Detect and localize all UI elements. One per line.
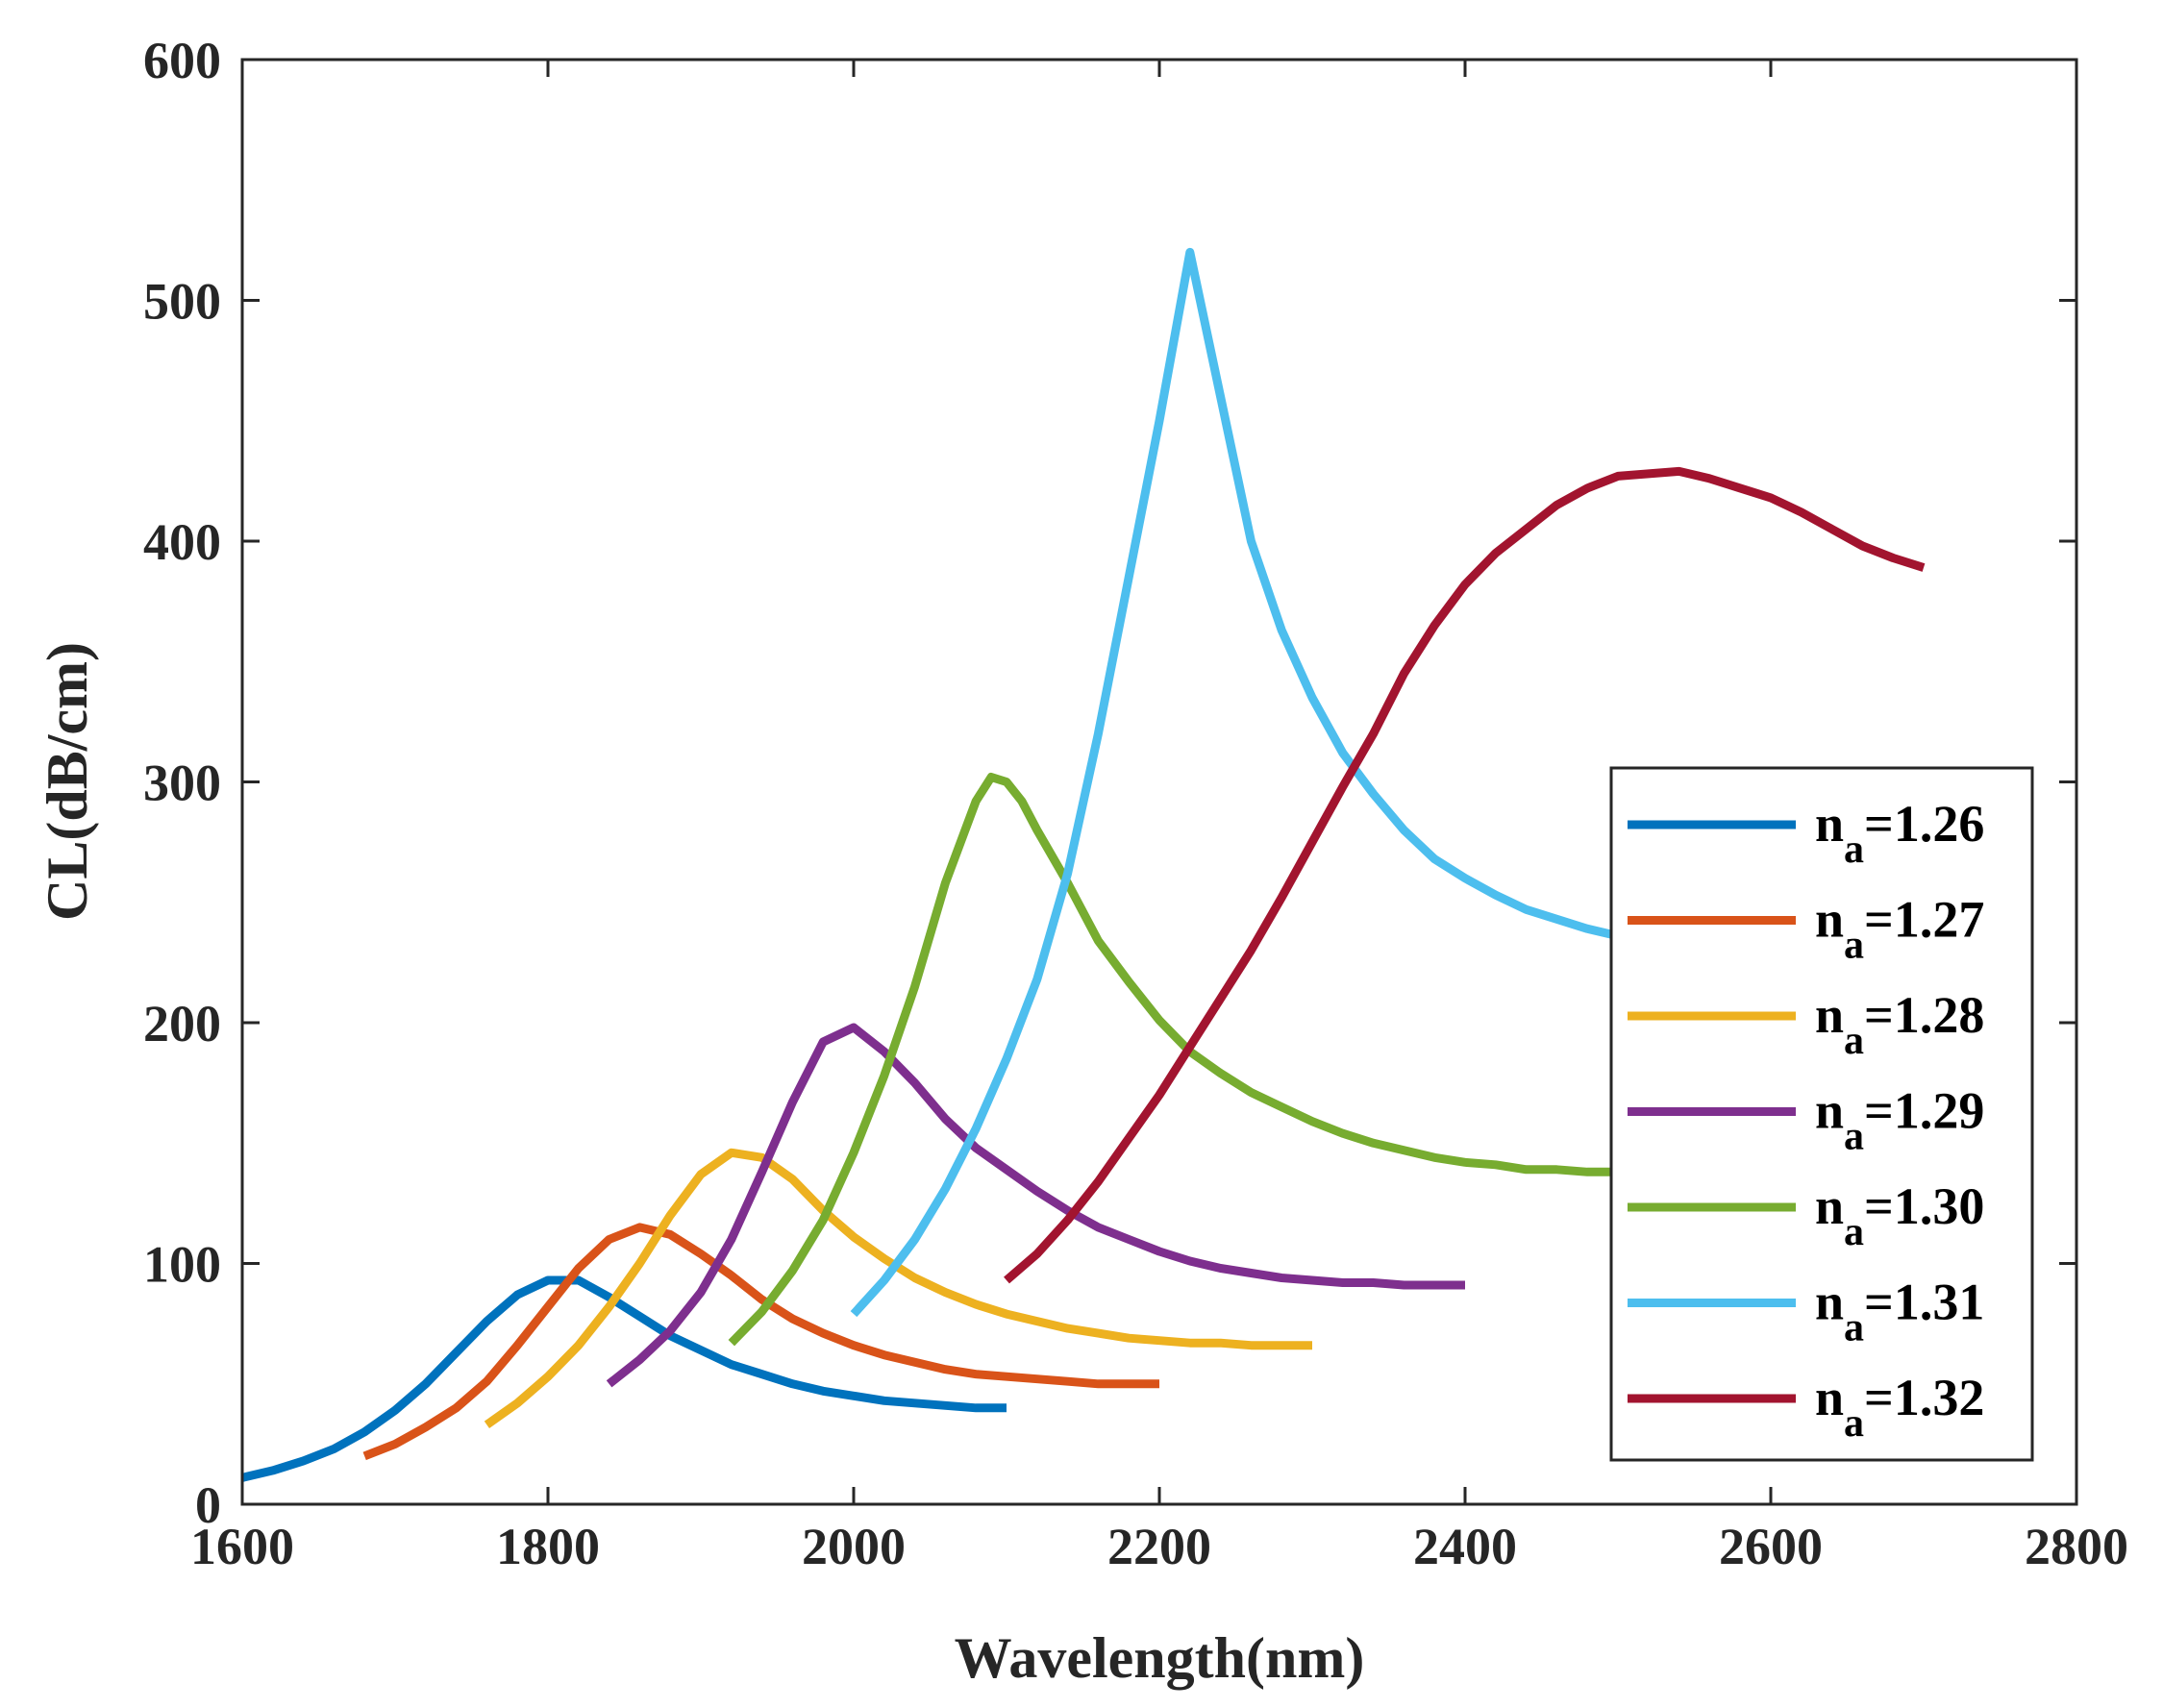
legend-item-3: na=1.28 — [1628, 986, 1984, 1063]
y-tick-label: 500 — [143, 273, 221, 331]
legend: na=1.26 na=1.27 na=1.28 na=1.29 na=1.30 na=1.… — [1609, 766, 2034, 1462]
y-tick-label: 400 — [143, 513, 221, 571]
legend-label: na=1.28 — [1815, 986, 1984, 1063]
series-line-7 — [1004, 466, 1926, 1284]
y-tick-label: 0 — [195, 1476, 221, 1534]
y-tick-label: 300 — [143, 755, 221, 812]
y-axis-title: CL(dB/cm) — [36, 642, 99, 921]
legend-label: na=1.31 — [1815, 1274, 1984, 1350]
y-tick-label: 100 — [143, 1236, 221, 1294]
y-tick-label: 200 — [143, 995, 221, 1052]
legend-label: na=1.27 — [1815, 891, 1984, 968]
legend-item-4: na=1.29 — [1628, 1082, 1984, 1159]
x-tick-label: 2200 — [1107, 1518, 1211, 1575]
series-line-4 — [606, 1023, 1465, 1388]
legend-label: na=1.29 — [1815, 1082, 1984, 1159]
x-tick-label: 2800 — [2025, 1518, 2128, 1575]
series-line-2 — [362, 1223, 1159, 1461]
x-tick-label: 1800 — [496, 1518, 600, 1575]
legend-item-7: na=1.32 — [1628, 1369, 1984, 1446]
series-line-5 — [728, 773, 1618, 1347]
legend-item-6: na=1.31 — [1628, 1274, 1984, 1350]
series-line-3 — [484, 1148, 1312, 1428]
x-tick-label: 2400 — [1413, 1518, 1517, 1575]
series-line-1 — [240, 1275, 1007, 1482]
legend-item-2: na=1.27 — [1628, 891, 1984, 968]
x-tick-label: 1600 — [190, 1518, 294, 1575]
x-tick-label: 2000 — [802, 1518, 906, 1575]
x-tick-label: 2600 — [1719, 1518, 1823, 1575]
series-layer — [240, 247, 1926, 1482]
y-tick-label: 600 — [143, 32, 221, 89]
legend-label: na=1.26 — [1815, 795, 1984, 872]
ticks: 1600 1800 2000 2200 2400 2600 2800 0 100 200 300 40… — [143, 32, 2128, 1575]
legend-label: na=1.30 — [1815, 1177, 1984, 1254]
legend-item-1: na=1.26 — [1628, 795, 1984, 872]
x-axis-title: Wavelength(nm) — [955, 1626, 1365, 1690]
legend-item-5: na=1.30 — [1628, 1177, 1984, 1254]
legend-label: na=1.32 — [1815, 1369, 1984, 1446]
series-line-6 — [850, 247, 1620, 1318]
